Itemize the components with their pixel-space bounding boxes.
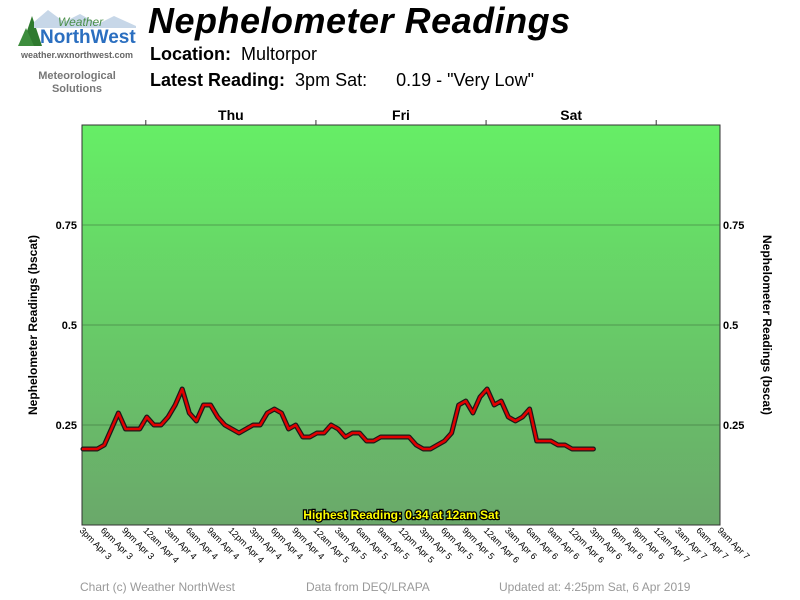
logo-subtitle-line: Meteorological (38, 70, 116, 82)
logo-badge: Weather NorthWest (18, 10, 136, 48)
series-layer (80, 386, 596, 452)
y-tick-label-right: 0.25 (723, 420, 744, 432)
grid-lines (82, 224, 720, 426)
y-tick-label-left: 0.5 (62, 320, 77, 332)
logo-word-weather: Weather (58, 15, 104, 29)
series-line (81, 387, 595, 451)
footer-copyright: Chart (c) Weather NorthWest (80, 580, 235, 594)
footer-updated: Updated at: 4:25pm Sat, 6 Apr 2019 (499, 580, 691, 594)
y-tick-label-right: 0.75 (723, 220, 744, 232)
day-label: Thu (218, 107, 244, 123)
location-value: Multorpor (241, 44, 318, 64)
day-label: Fri (392, 107, 410, 123)
logo-url: weather.wxnorthwest.com (20, 50, 134, 60)
y-axis-label-right: Nephelometer Readings (bscat) (760, 235, 774, 415)
page-title: Nephelometer Readings (148, 0, 571, 41)
mountain-icon (34, 10, 136, 28)
y-tick-label-left: 0.75 (56, 220, 77, 232)
day-label: Sat (560, 107, 582, 123)
y-axis-tick-labels: 0.25 0.25 0.5 0.5 0.75 0.75 (56, 220, 745, 432)
latest-reading-line: Latest Reading: 3pm Sat: 0.19 - "Very Lo… (150, 70, 534, 91)
latest-reading-time: 3pm Sat: (295, 70, 368, 90)
logo-word-northwest: NorthWest (40, 27, 136, 48)
y-tick-label-right: 0.5 (723, 320, 738, 332)
tree-icon (18, 28, 34, 46)
y-tick-label-left: 0.25 (56, 420, 77, 432)
location-label: Location: (150, 44, 231, 64)
latest-reading-label: Latest Reading: (150, 70, 286, 90)
location-line: Location: Multorpor (150, 44, 317, 65)
axis-ticks (145, 120, 657, 125)
logo-subtitle: Meteorological Solutions (8, 70, 146, 96)
y-axis-label-left: Nephelometer Readings (bscat) (26, 235, 40, 415)
highest-reading-annotation: Highest Reading: 0.34 at 12am Sat (303, 508, 498, 522)
logo-subtitle-line: Solutions (51, 83, 103, 95)
latest-reading-value: 0.19 - "Very Low" (396, 70, 534, 90)
day-labels: Thu Fri Sat (218, 107, 582, 123)
logo: Weather NorthWest weather.wxnorthwest.co… (8, 4, 138, 96)
footer-source: Data from DEQ/LRAPA (306, 580, 430, 594)
